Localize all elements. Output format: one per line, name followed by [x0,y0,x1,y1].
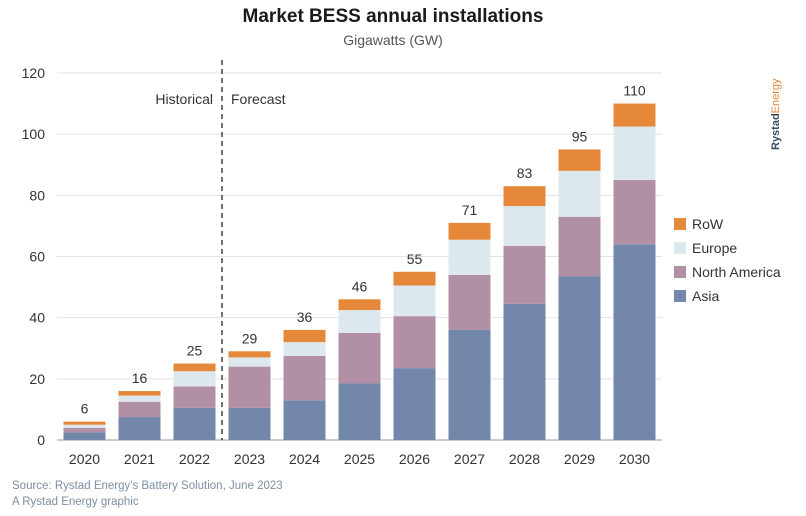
bar-segment-asia [338,383,381,440]
legend-swatch [674,242,686,254]
bar-segment-europe [283,342,326,356]
bar-segment-europe [173,371,216,387]
logo-text-part1: Rystad [770,113,782,150]
bar-segment-asia [503,303,546,440]
bar-segment-north-america [393,316,436,369]
x-tick-label: 2026 [399,451,430,467]
chart-footer: Source: Rystad Energy's Battery Solution… [12,478,283,510]
bar-segment-europe [558,170,601,217]
bar-total-label: 16 [132,370,148,386]
bar-segment-row [558,149,601,171]
bar-segment-row [118,391,161,396]
bar-segment-asia [63,432,106,440]
bar-segment-asia [283,400,326,440]
historical-label: Historical [155,91,213,107]
y-tick-label: 100 [22,126,46,142]
credit-note: A Rystad Energy graphic [12,496,139,508]
x-tick-label: 2030 [619,451,650,467]
bar-segment-north-america [118,401,161,418]
bar-total-label: 36 [297,309,313,325]
bar-segment-europe [63,424,106,428]
bar-segment-asia [613,244,656,440]
forecast-label: Forecast [231,91,286,107]
bar-segment-row [63,421,106,425]
y-tick-label: 60 [29,249,45,265]
y-tick-label: 20 [29,371,45,387]
bar-total-label: 110 [623,83,646,99]
x-tick-label: 2020 [69,451,100,467]
legend-swatch [674,266,686,278]
logo-text-part2: Energy [770,78,782,114]
bar-total-label: 46 [352,278,368,294]
bar-segment-row [228,351,271,358]
legend-label: Asia [692,288,719,304]
y-tick-label: 80 [29,187,45,203]
bar-segment-europe [393,285,436,317]
bar-segment-europe [503,206,546,246]
bar-segment-asia [228,407,271,440]
legend-label: RoW [692,216,724,232]
bar-total-label: 29 [242,330,258,346]
bar-total-label: 6 [81,401,89,417]
x-tick-label: 2027 [454,451,485,467]
bar-segment-asia [393,368,436,440]
bar-total-label: 71 [462,202,478,218]
y-tick-label: 120 [22,65,46,81]
bar-segment-europe [338,310,381,333]
bar-segment-asia [558,276,601,440]
legend-swatch [674,290,686,302]
legend-label: Europe [692,240,737,256]
bar-segment-asia [118,417,161,440]
x-tick-label: 2024 [289,451,320,467]
chart-title: Market BESS annual installations [242,6,544,27]
legend-swatch [674,218,686,230]
bar-segment-row [393,271,436,286]
bar-segment-europe [228,357,271,367]
bar-total-label: 95 [572,128,588,144]
bar-segment-row [448,222,491,240]
bar-segment-asia [173,407,216,440]
bar-segment-europe [448,239,491,275]
x-tick-label: 2028 [509,451,540,467]
bar-total-label: 25 [187,343,203,359]
x-tick-label: 2022 [179,451,210,467]
x-tick-label: 2021 [124,451,155,467]
bar-segment-europe [118,395,161,402]
bar-segment-north-america [448,274,491,330]
x-tick-label: 2029 [564,451,595,467]
rystad-energy-logo: RystadEnergy [770,78,782,150]
bar-segment-row [173,363,216,372]
bar-segment-north-america [613,180,656,245]
bar-segment-europe [613,126,656,181]
bar-segment-row [338,299,381,311]
bar-segment-asia [448,329,491,440]
bar-segment-north-america [558,216,601,277]
bar-total-label: 55 [407,251,423,267]
chart-subtitle: Gigawatts (GW) [343,32,443,48]
bar-segment-north-america [173,386,216,408]
bar-total-label: 83 [517,165,533,181]
y-tick-label: 0 [37,432,45,448]
source-note: Source: Rystad Energy's Battery Solution… [12,480,283,492]
y-tick-label: 40 [29,310,45,326]
bar-segment-north-america [63,427,106,433]
bar-segment-row [503,186,546,207]
bar-segment-north-america [503,245,546,304]
x-tick-label: 2023 [234,451,265,467]
bar-segment-north-america [338,332,381,384]
legend-label: North America [692,264,781,280]
bar-segment-north-america [283,355,326,401]
x-tick-label: 2025 [344,451,375,467]
bar-segment-row [613,103,656,127]
bar-segment-north-america [228,366,271,408]
bar-segment-row [283,329,326,343]
